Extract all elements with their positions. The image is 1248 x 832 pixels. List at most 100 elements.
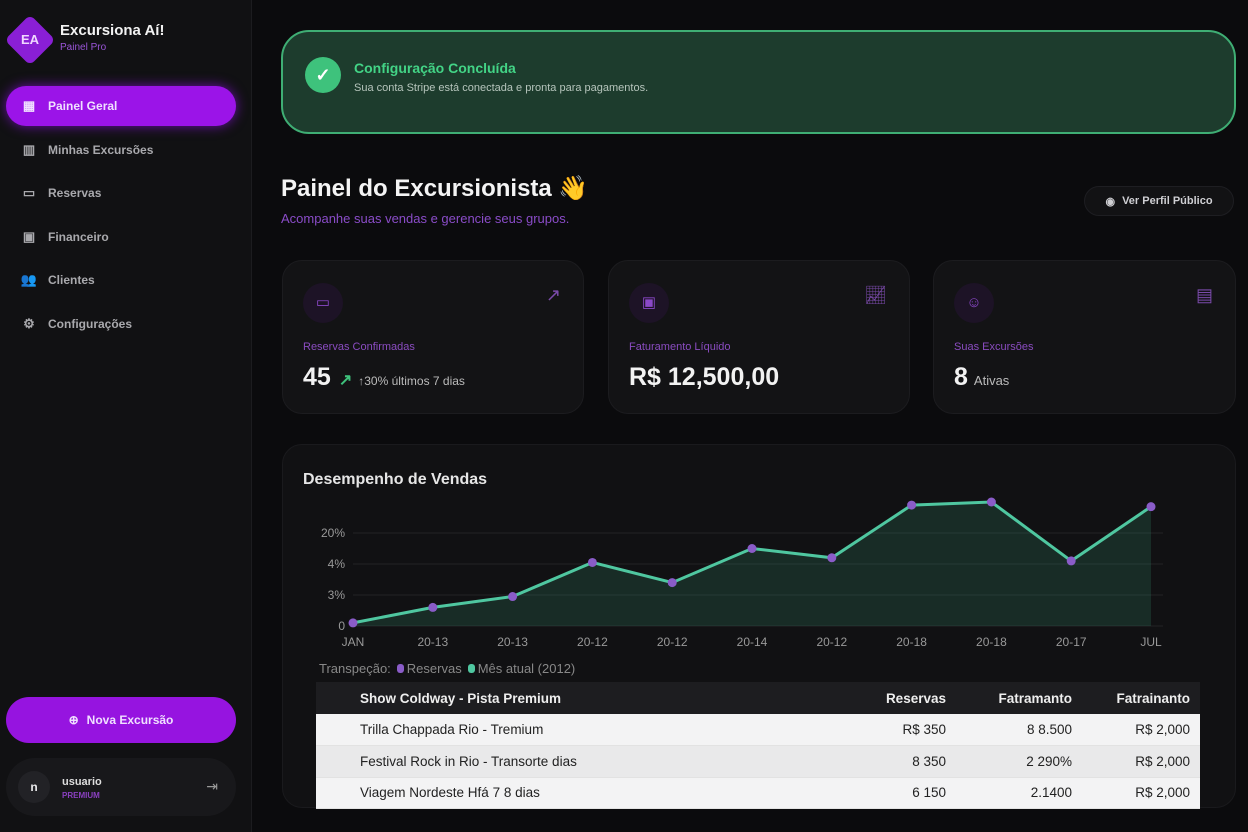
x-tick-label: 20-18 — [896, 635, 927, 649]
sidebar-nav: ▦ Painel Geral ▥ Minhas Excursões ▭ Reserva… — [6, 86, 236, 347]
user-name: usuario — [62, 776, 102, 788]
excursions-table: Show Coldway - Pista Premium Reservas Fa… — [316, 682, 1200, 809]
cell-faturamento: 8 8.500 — [956, 714, 1082, 746]
sidebar-item-label: Painel Geral — [48, 99, 118, 113]
stat-value: 45 ↗ ↑30% últimos 7 dias — [303, 363, 465, 392]
public-profile-button[interactable]: ◉ Ver Perfil Público — [1084, 186, 1234, 216]
brand-name: Excursiona Aí! — [60, 22, 165, 39]
table-header-row: Show Coldway - Pista Premium Reservas Fa… — [316, 682, 1200, 714]
cell-faturamento-2: R$ 2,000 — [1082, 714, 1200, 746]
brand-subtitle: Painel Pro — [60, 42, 107, 53]
column-header[interactable]: Fatramanto — [956, 682, 1082, 714]
data-point — [986, 497, 996, 507]
y-tick-label: 0 — [338, 619, 345, 633]
ticket-icon: ▭ — [22, 185, 36, 200]
check-icon: ✓ — [305, 57, 341, 93]
column-header[interactable]: Show Coldway - Pista Premium — [316, 682, 856, 714]
logo-text: EA — [20, 32, 40, 47]
chart-title: Desempenho de Vendas — [303, 471, 488, 488]
cell-faturamento-2: R$ 2,000 — [1082, 745, 1200, 778]
cell-name: Trilla Chappada Rio - Tremium — [316, 714, 856, 746]
legend-label: Mês atual (2012) — [477, 661, 576, 676]
cell-reservas: 8 350 — [856, 745, 956, 778]
column-header[interactable]: Reservas — [856, 682, 956, 714]
x-tick-label: JUL — [1140, 635, 1162, 649]
table-row[interactable]: Trilla Chappada Rio - Tremium R$ 350 8 8.5… — [316, 714, 1200, 746]
banner-title: Configuração Concluída — [354, 60, 516, 76]
cell-reservas: R$ 350 — [856, 714, 956, 746]
sidebar-item-label: Financeiro — [48, 229, 109, 244]
calendar-icon: ▤ — [1195, 285, 1213, 305]
legend-label: Reservas — [406, 661, 462, 676]
trend-icon: ↗ — [338, 372, 353, 389]
data-point — [428, 602, 438, 612]
x-tick-label: 20-17 — [1056, 635, 1087, 649]
cell-faturamento: 2 290% — [956, 745, 1082, 778]
sidebar-item-label: Clientes — [48, 273, 95, 287]
stat-card-excursoes: ☺ ▤ Suas Excursões 8 Ativas — [933, 260, 1236, 414]
data-point — [747, 544, 757, 553]
cell-name: Festival Rock in Rio - Transorte dias — [316, 745, 856, 778]
user-panel: n usuario PREMIUM ⇥ — [6, 758, 236, 816]
data-point — [827, 553, 837, 563]
table-row[interactable]: Festival Rock in Rio - Transorte dias 8 3… — [316, 745, 1200, 778]
y-tick-label: 4% — [328, 557, 346, 571]
y-tick-label: 20% — [321, 526, 345, 540]
x-tick-label: JAN — [342, 635, 365, 649]
stat-card-reservas: ▭ ↗ Reservas Confirmadas 45 ↗ ↑30% últimos… — [282, 260, 584, 414]
logo: EA — [4, 14, 56, 66]
legend-item-reservas: Reservas — [396, 661, 462, 676]
legend-item-mes-atual: Mês atual (2012) — [467, 661, 576, 676]
data-point — [1146, 502, 1156, 512]
sidebar-item-minhas-excursoes[interactable]: ▥ Minhas Excursões — [6, 130, 236, 170]
data-point — [907, 500, 917, 510]
legend-prefix: Transpeção: — [319, 661, 391, 676]
x-tick-label: 20-12 — [577, 635, 608, 649]
avatar[interactable]: n — [18, 771, 50, 803]
grid-icon: ▦ — [22, 98, 36, 113]
y-tick-label: 3% — [328, 588, 346, 602]
sidebar-item-configuracoes[interactable]: ⚙ Configurações — [6, 304, 236, 344]
area-fill — [353, 502, 1151, 626]
stat-label: Reservas Confirmadas — [303, 341, 415, 353]
x-tick-label: 20-13 — [417, 635, 448, 649]
logout-icon[interactable]: ⇥ — [206, 778, 218, 794]
stat-trend: ↑30% últimos 7 dias — [358, 374, 465, 388]
stat-label: Suas Excursões — [954, 341, 1034, 353]
user-icon: ☺ — [954, 283, 994, 323]
x-tick-label: 20-13 — [497, 635, 528, 649]
cell-faturamento-2: R$ 2,000 — [1082, 777, 1200, 809]
x-tick-label: 20-12 — [816, 635, 847, 649]
stat-suffix: Ativas — [973, 373, 1010, 388]
page-subtitle: Acompanhe suas vendas e gerencie seus gr… — [281, 211, 570, 226]
table-row[interactable]: Viagem Nordeste Hfá 7 8 dias 6 150 2.1400 R… — [316, 777, 1200, 809]
ticket-icon: ▭ — [303, 283, 343, 323]
public-profile-label: Ver Perfil Público — [1122, 195, 1213, 207]
sidebar-item-painel-geral[interactable]: ▦ Painel Geral — [6, 86, 236, 126]
user-role: PREMIUM — [62, 791, 100, 800]
x-tick-label: 20-12 — [657, 635, 688, 649]
page-title: Painel do Excursionista 👋 — [281, 175, 589, 202]
sidebar-item-label: Minhas Excursões — [48, 142, 154, 157]
stat-card-faturamento: ▣ 📈︎ Faturamento Líquido R$ 12,500,00 — [608, 260, 910, 414]
data-point — [587, 557, 597, 567]
trending-up-icon: ↗ — [545, 285, 561, 305]
eye-icon: ◉ — [1105, 195, 1116, 208]
column-header[interactable]: Fatrainanto — [1082, 682, 1200, 714]
data-point — [508, 592, 518, 602]
new-excursion-button[interactable]: ⊕ Nova Excursão — [6, 697, 236, 743]
chart-legend: Transpeção: Reservas Mês atual (2012) — [319, 661, 575, 676]
stat-number: 8 — [954, 363, 968, 391]
wallet-icon: ▣ — [22, 228, 36, 244]
data-point — [1066, 556, 1076, 566]
sidebar-item-label: Configurações — [48, 316, 133, 331]
sidebar-item-clientes[interactable]: 👥 Clientes — [6, 260, 236, 300]
users-icon: 👥 — [20, 272, 38, 287]
cell-faturamento: 2.1400 — [956, 777, 1082, 809]
sidebar-item-reservas[interactable]: ▭ Reservas — [6, 173, 236, 213]
stat-label: Faturamento Líquido — [629, 341, 731, 353]
x-tick-label: 20-14 — [737, 635, 768, 649]
success-banner: ✓ Configuração Concluída Sua conta Strip… — [281, 30, 1236, 134]
wallet-icon: ▣ — [629, 283, 669, 323]
sidebar-item-financeiro[interactable]: ▣ Financeiro — [6, 217, 236, 257]
